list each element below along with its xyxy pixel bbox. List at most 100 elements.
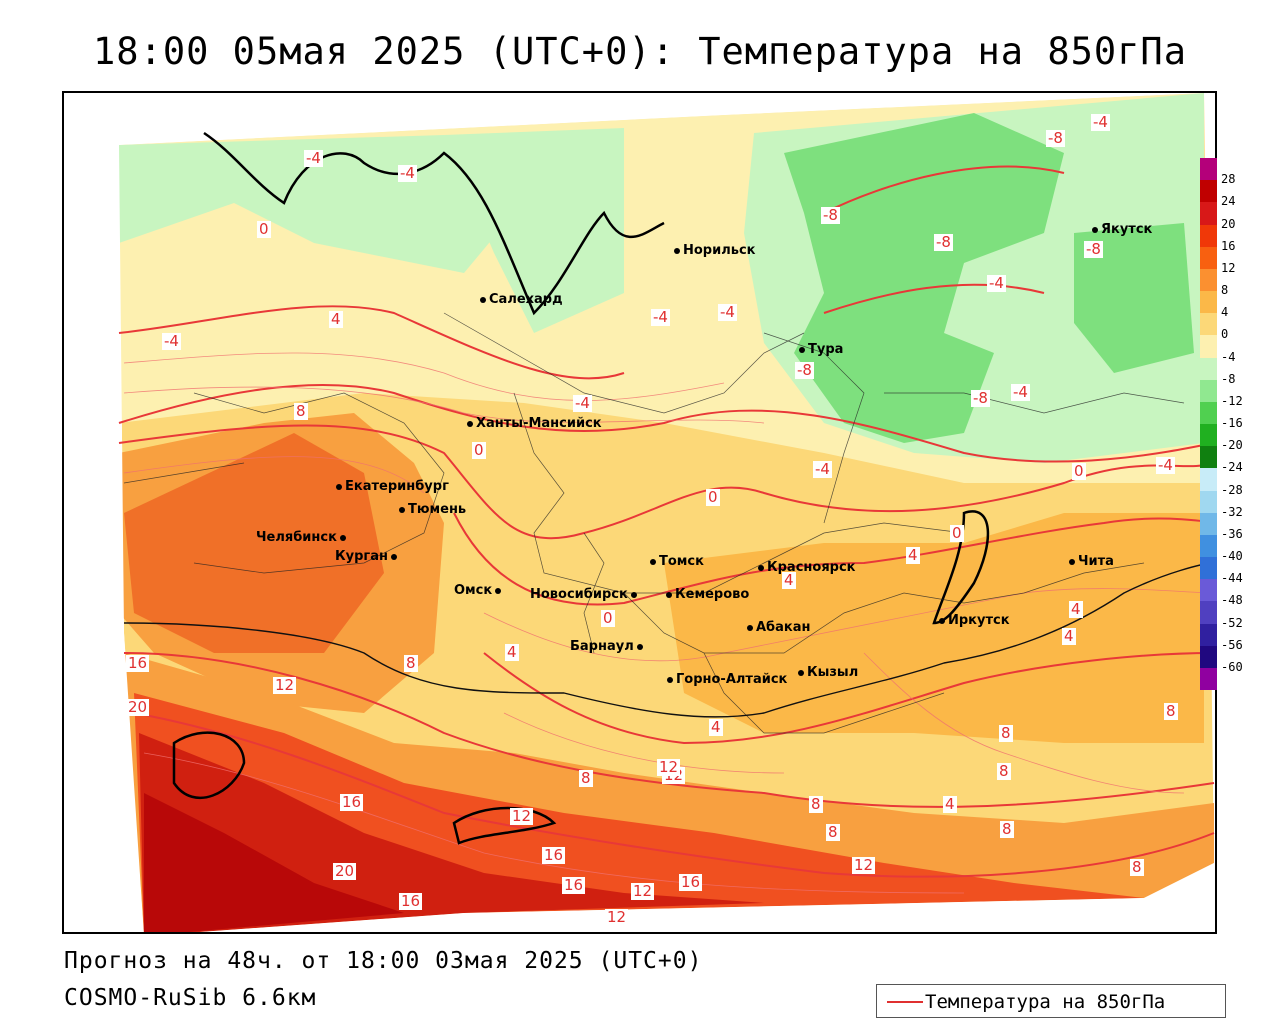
contour-label: 16	[679, 873, 703, 891]
contour-label: 0	[1072, 462, 1086, 480]
contour-label: -8	[795, 361, 814, 379]
city-tomsk: Томск	[650, 554, 704, 569]
colorbar-cell	[1200, 557, 1217, 580]
city-dot	[390, 553, 397, 560]
contour-label: 12	[510, 807, 534, 825]
colorbar-tick-label: -16	[1221, 416, 1243, 430]
contour-label: 8	[999, 724, 1013, 742]
colorbar-tick-label: -40	[1221, 549, 1243, 563]
contour-label: -4	[304, 149, 323, 167]
city-dot	[747, 624, 753, 631]
city-omsk: Омск	[454, 583, 504, 598]
contour-label: 4	[505, 643, 519, 661]
colorbar-cell	[1200, 667, 1217, 691]
colorbar-tick-label: -20	[1221, 438, 1243, 453]
city-khanty-mansiysk: Ханты-Мансийск	[467, 416, 602, 431]
city-dot	[1069, 558, 1075, 565]
colorbar-cell	[1200, 512, 1217, 536]
city-label: Иркутск	[948, 613, 1010, 628]
city-label: Новосибирск	[530, 587, 628, 602]
colorbar-cell	[1200, 579, 1217, 602]
city-salekhard: Салехард	[480, 292, 563, 307]
colorbar-tick-label: -12	[1221, 393, 1243, 408]
contour-label: 16	[340, 793, 364, 811]
city-dot	[1092, 226, 1098, 233]
colorbar-tick-label: 12	[1221, 260, 1236, 275]
city-dot	[399, 506, 405, 513]
contour-label: -8	[821, 206, 840, 224]
colorbar-cell	[1200, 180, 1217, 203]
contour-label: -8	[1046, 129, 1065, 147]
city-label: Салехард	[489, 292, 563, 307]
city-kurgan: Курган	[335, 549, 400, 564]
colorbar-cell	[1200, 158, 1217, 181]
city-krasnoyarsk: Красноярск	[758, 560, 856, 575]
city-dot	[666, 591, 672, 598]
contour-label: 16	[562, 876, 586, 894]
contour-label: -4	[718, 303, 737, 321]
colorbar-cell	[1200, 246, 1217, 270]
colorbar-cell	[1200, 291, 1217, 314]
contour-label: -8	[934, 233, 953, 251]
city-label: Красноярск	[767, 560, 856, 575]
city-dot	[336, 483, 342, 490]
contour-label: 20	[333, 862, 357, 880]
colorbar-tick-label: -8	[1221, 371, 1236, 386]
colorbar-tick-label: 16	[1221, 238, 1236, 253]
contour-label: 12	[605, 908, 629, 926]
colorbar-cell	[1200, 490, 1217, 514]
colorbar-tick-label: -36	[1221, 526, 1243, 541]
contour-label: 12	[273, 676, 297, 694]
legend-line-swatch	[887, 1001, 923, 1003]
city-abakan: Абакан	[747, 620, 811, 635]
city-dot	[339, 534, 346, 541]
colorbar-tick-label: 4	[1221, 305, 1229, 320]
contour-label: 8	[404, 654, 418, 672]
colorbar-cell	[1200, 424, 1217, 447]
city-dot	[636, 643, 643, 650]
contour-label: 8	[809, 795, 823, 813]
city-label: Тура	[808, 342, 844, 357]
city-norilsk: Норильск	[674, 243, 756, 258]
city-dot	[674, 247, 680, 254]
contour-label: 16	[126, 654, 150, 672]
contour-label: 0	[950, 524, 964, 542]
city-tura: Тура	[799, 342, 843, 357]
city-label: Абакан	[756, 620, 811, 635]
colorbar-tick-label: -60	[1221, 659, 1243, 674]
colorbar-tick-label: -32	[1221, 504, 1243, 519]
contour-label: -4	[1091, 113, 1110, 131]
city-label: Томск	[659, 554, 704, 569]
city-label: Норильск	[683, 243, 756, 258]
city-label: Горно-Алтайск	[676, 672, 788, 687]
contour-label: -4	[398, 164, 417, 182]
contour-label: -8	[1084, 240, 1103, 258]
contour-label: -4	[1011, 383, 1030, 401]
legend-label: Температура на 850гПа	[925, 991, 1166, 1013]
contour-label: -8	[971, 389, 990, 407]
city-chita: Чита	[1069, 554, 1114, 569]
contour-label: 4	[782, 571, 796, 589]
city-dot	[799, 346, 805, 353]
contour-label: 8	[1164, 702, 1178, 720]
city-dot	[758, 564, 764, 571]
colorbar-tick-label: 20	[1221, 216, 1236, 231]
contour-label: -4	[987, 274, 1006, 292]
colorbar-tick-label: 28	[1221, 172, 1236, 187]
contour-label: 0	[472, 441, 486, 459]
city-label: Якутск	[1101, 222, 1153, 237]
temperature-field	[64, 93, 1215, 932]
contour-label: -4	[162, 332, 181, 350]
contour-label: -4	[651, 308, 670, 326]
contour-label: 0	[601, 609, 615, 627]
colorbar-cell	[1200, 401, 1217, 425]
colorbar-tick-label: -24	[1221, 460, 1243, 475]
city-dot	[480, 296, 486, 303]
city-dot	[939, 617, 945, 624]
city-label: Кемерово	[675, 587, 750, 602]
contour-label: 4	[906, 546, 920, 564]
city-dot	[667, 676, 673, 683]
colorbar-cell	[1200, 446, 1217, 469]
city-tyumen: Тюмень	[399, 502, 466, 517]
city-label: Кызыл	[807, 665, 859, 680]
